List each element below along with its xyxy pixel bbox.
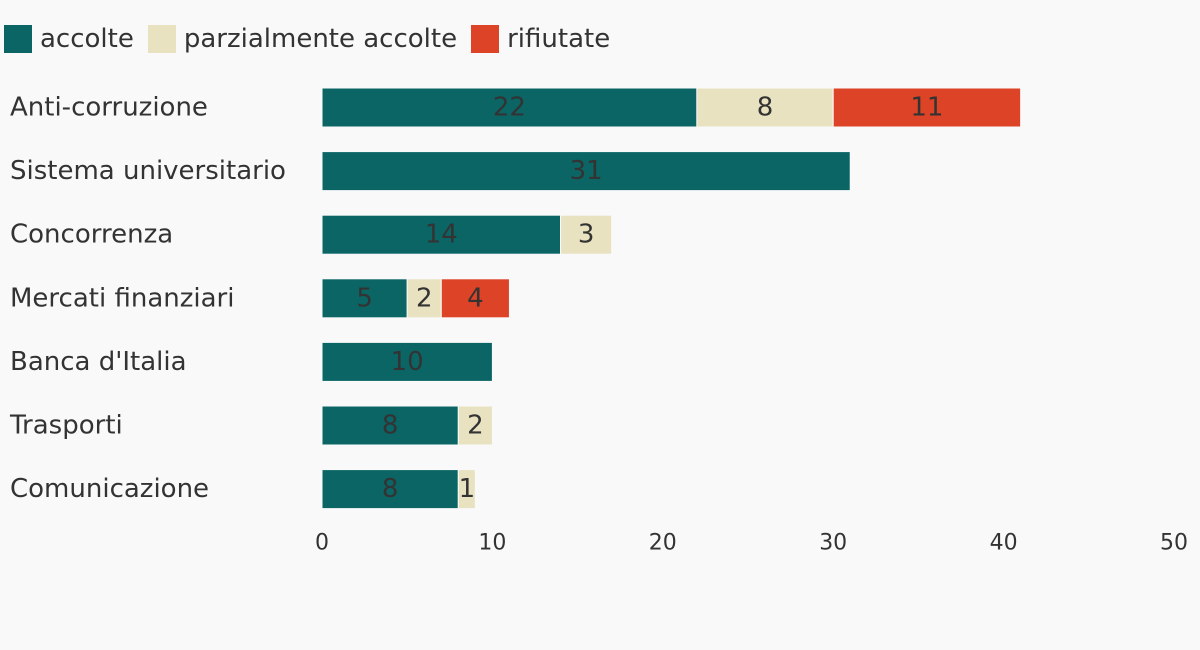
data-label-banca-d-italia-accolte: 10: [391, 347, 424, 377]
data-label-anti-corruzione-parzialmente-accolte: 8: [757, 93, 774, 123]
legend-label-parzialmente-accolte: parzialmente accolte: [183, 24, 458, 54]
bar-anti-corruzione-accolte: [321, 87, 698, 128]
legend-item-rifiutate: rifiutate: [471, 24, 610, 54]
x-tick-label-40: 40: [990, 531, 1018, 556]
data-label-mercati-finanziari-rifiutate: 4: [467, 283, 484, 313]
bar-mercati-finanziari-parzialmente-accolte: [406, 278, 442, 319]
bar-comunicazione-accolte: [321, 469, 459, 510]
x-tick-label-20: 20: [649, 531, 677, 556]
legend-swatch-accolte: [4, 25, 32, 53]
data-label-concorrenza-parzialmente-accolte: 3: [578, 220, 595, 250]
bar-comunicazione-parzialmente-accolte: [457, 469, 476, 510]
data-label-anti-corruzione-rifiutate: 11: [910, 93, 943, 123]
legend: accolte parzialmente accolte rifiutate: [4, 24, 624, 54]
bar-anti-corruzione-rifiutate: [832, 87, 1022, 128]
legend-item-accolte: accolte: [4, 24, 134, 54]
category-label-comunicazione: Comunicazione: [10, 474, 209, 504]
category-label-concorrenza: Concorrenza: [10, 220, 173, 250]
x-tick-label-10: 10: [478, 531, 506, 556]
bar-concorrenza-parzialmente-accolte: [560, 214, 613, 255]
legend-item-parzialmente-accolte: parzialmente accolte: [147, 24, 458, 54]
data-label-trasporti-parzialmente-accolte: 2: [467, 411, 484, 441]
category-label-sistema-universitario: Sistema universitario: [10, 156, 286, 186]
legend-label-rifiutate: rifiutate: [507, 24, 611, 54]
x-tick-label-50: 50: [1160, 531, 1188, 556]
data-label-comunicazione-accolte: 8: [382, 474, 399, 504]
legend-swatch-parzialmente-accolte: [147, 25, 176, 53]
data-label-trasporti-accolte: 8: [382, 411, 399, 441]
bar-anti-corruzione-parzialmente-accolte: [696, 87, 834, 128]
bar-banca-d-italia-accolte: [321, 341, 493, 382]
bar-sistema-universitario-accolte: [321, 151, 851, 192]
data-label-mercati-finanziari-accolte: 5: [356, 283, 373, 313]
category-label-anti-corruzione: Anti-corruzione: [10, 93, 208, 123]
bar-trasporti-parzialmente-accolte: [457, 405, 493, 446]
x-tick-label-30: 30: [819, 531, 847, 556]
data-label-anti-corruzione-accolte: 22: [493, 93, 526, 123]
category-label-trasporti: Trasporti: [9, 411, 123, 441]
legend-label-accolte: accolte: [40, 24, 134, 54]
data-label-concorrenza-accolte: 14: [425, 220, 458, 250]
data-label-sistema-universitario-accolte: 31: [570, 156, 603, 186]
data-label-comunicazione-parzialmente-accolte: 1: [459, 474, 476, 504]
data-label-mercati-finanziari-parzialmente-accolte: 2: [416, 283, 433, 313]
legend-swatch-rifiutate: [471, 25, 500, 53]
bar-mercati-finanziari-rifiutate: [440, 278, 510, 319]
x-tick-label-0: 0: [315, 531, 329, 556]
category-label-mercati-finanziari: Mercati finanziari: [10, 283, 234, 313]
category-label-banca-d-italia: Banca d'Italia: [10, 347, 187, 377]
